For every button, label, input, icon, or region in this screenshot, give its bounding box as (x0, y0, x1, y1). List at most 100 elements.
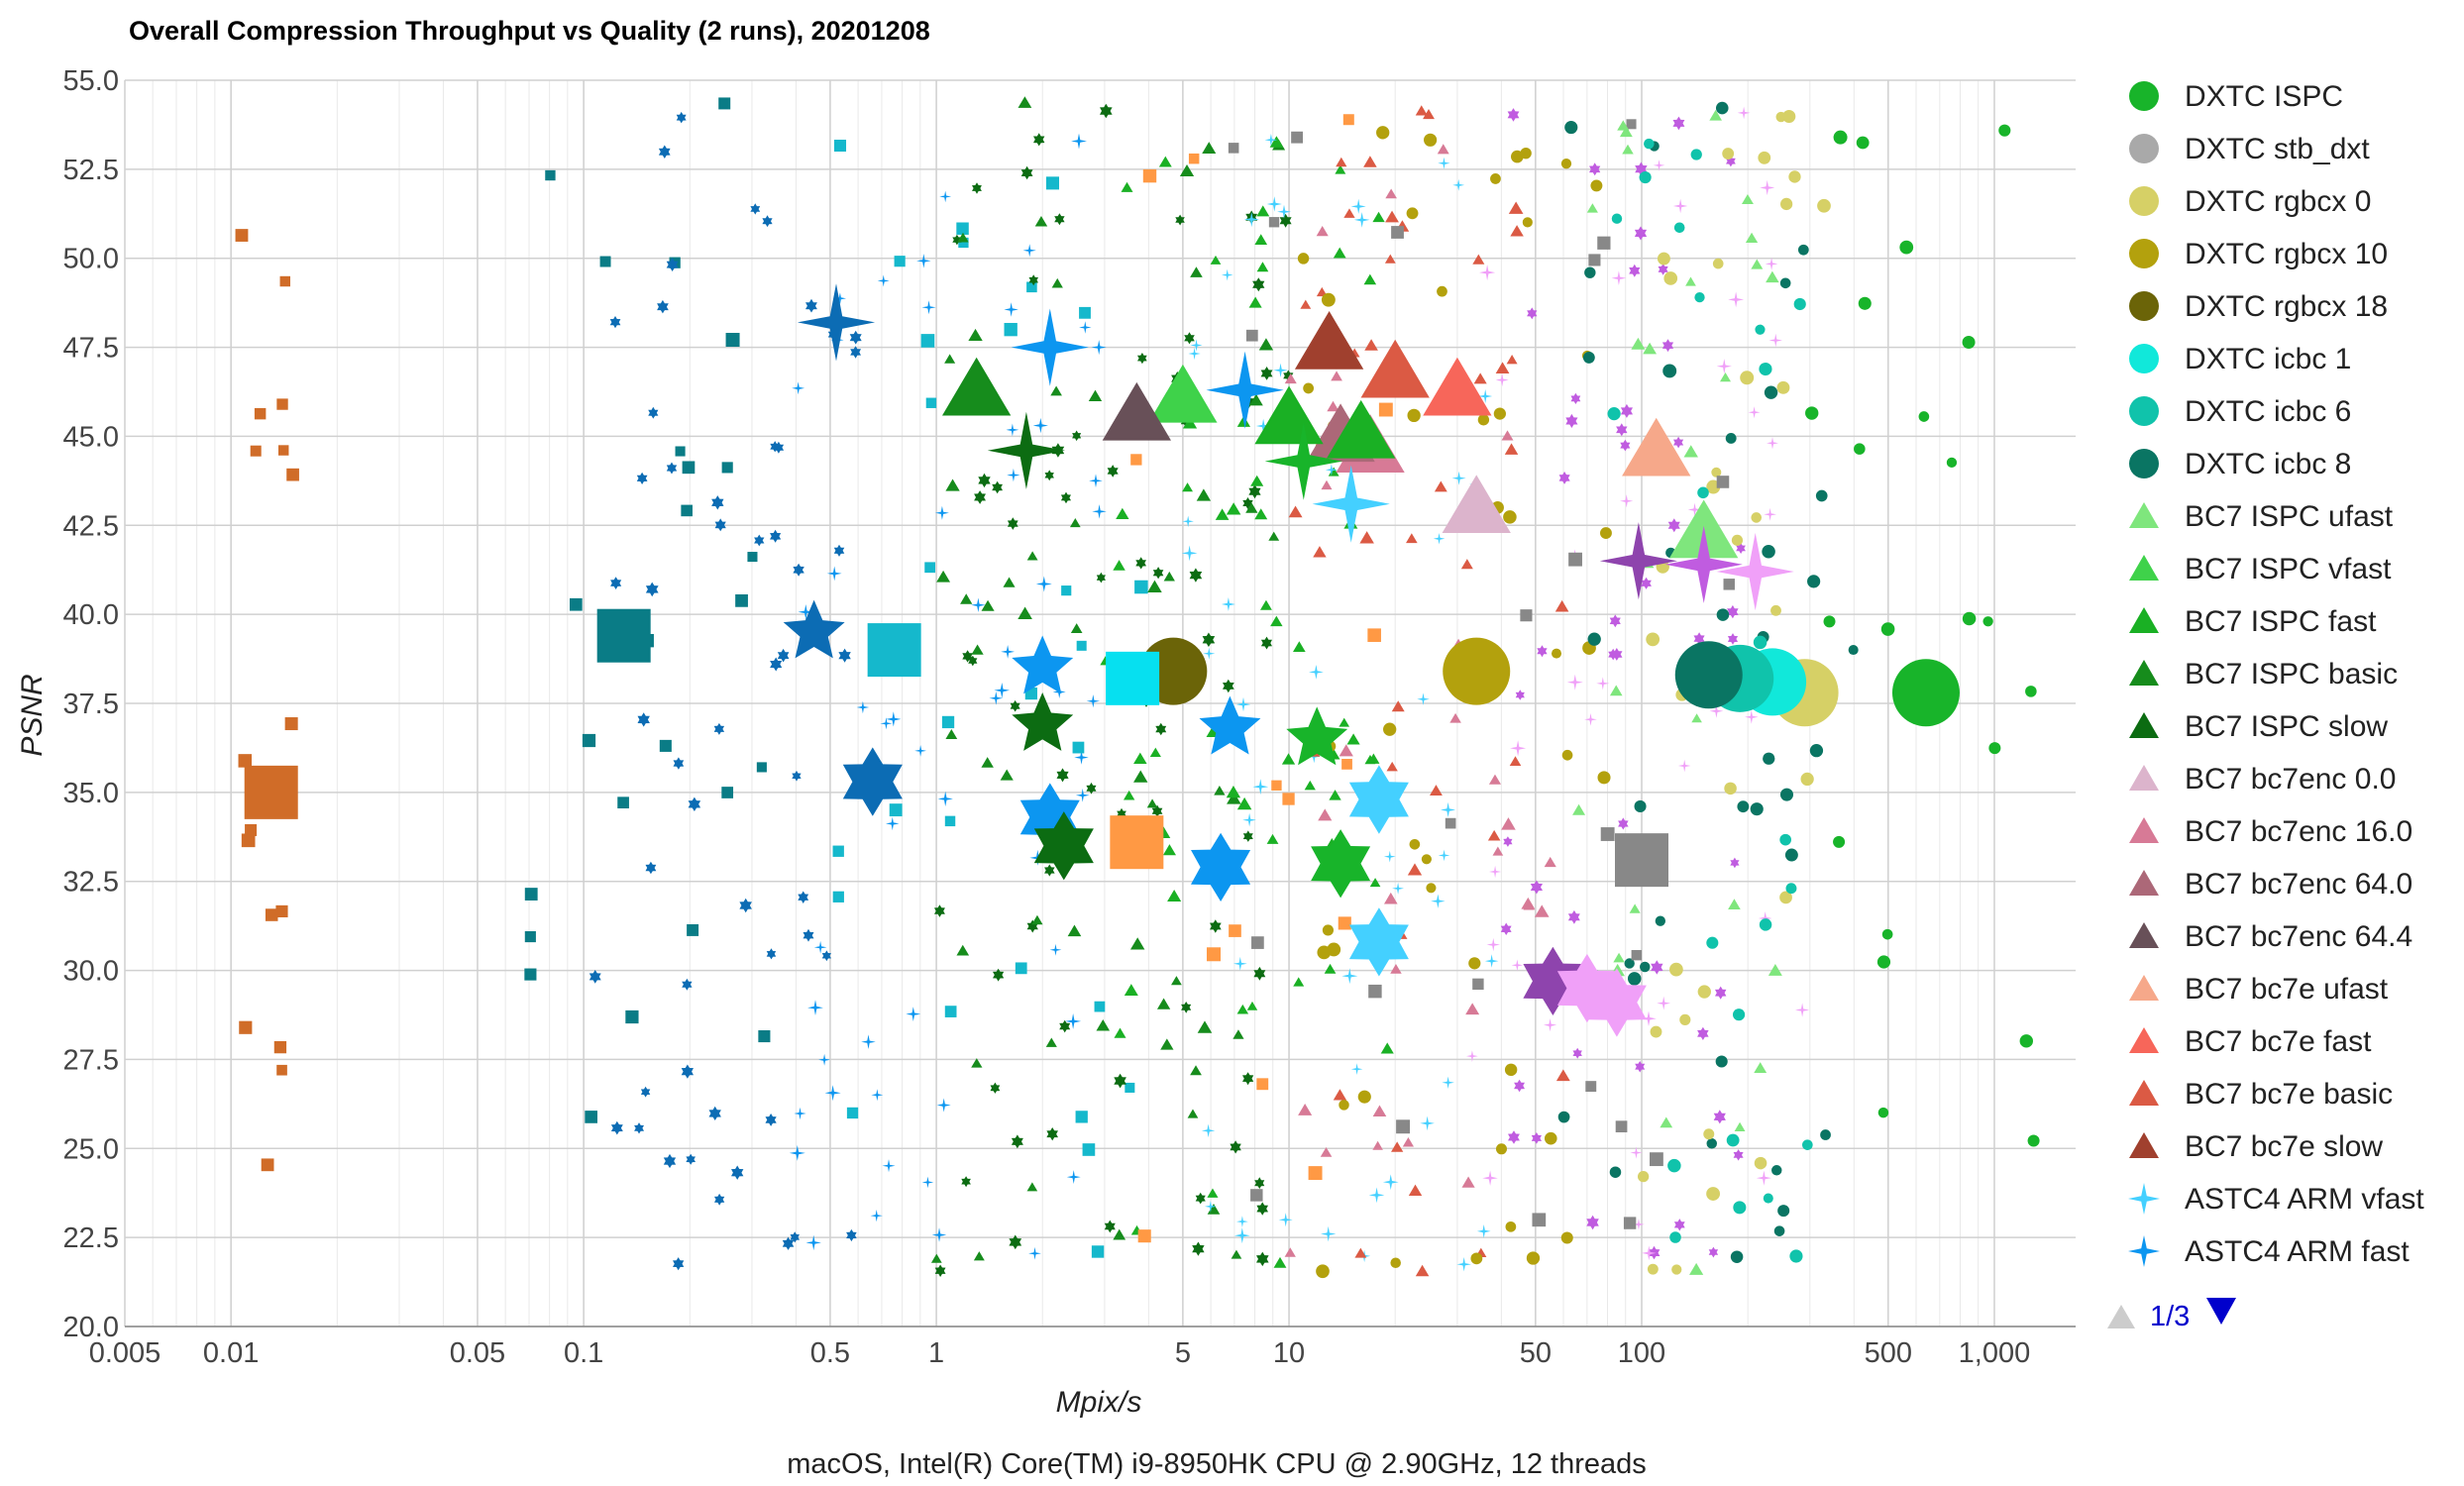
small-point (1346, 733, 1360, 745)
small-point (1640, 961, 1651, 973)
legend-label: BC7 bc7enc 16.0 (2185, 815, 2412, 848)
small-point (766, 948, 777, 960)
legend-item[interactable]: BC7 bc7enc 0.0 (2129, 763, 2396, 796)
small-point (1253, 966, 1266, 981)
small-point (1514, 1079, 1525, 1093)
small-point (1596, 677, 1610, 690)
small-point (1586, 1215, 1599, 1230)
small-point (1135, 557, 1146, 570)
data-point (1311, 829, 1371, 899)
data-point (1674, 641, 1743, 709)
legend-item[interactable]: ASTC4 ARM fast (2128, 1235, 2410, 1268)
data-point (1012, 635, 1074, 694)
small-point (1472, 978, 1484, 991)
small-point (1107, 465, 1119, 478)
small-point (1534, 904, 1550, 917)
legend-item[interactable]: BC7 bc7enc 16.0 (2129, 815, 2412, 848)
small-point (1155, 722, 1167, 736)
small-point (1018, 606, 1032, 619)
small-point (1354, 1247, 1367, 1258)
legend-next-page-button[interactable] (2206, 1298, 2236, 1325)
legend-item[interactable]: BC7 bc7enc 64.0 (2129, 868, 2412, 901)
small-point (645, 582, 659, 597)
small-point (1532, 1213, 1547, 1227)
small-point (1880, 622, 1895, 636)
small-point (1451, 471, 1466, 485)
small-point (250, 445, 262, 457)
small-point (1751, 259, 1764, 269)
legend-item[interactable]: BC7 bc7enc 64.4 (2129, 920, 2412, 953)
legend-label: BC7 ISPC ufast (2185, 500, 2394, 533)
small-point (1727, 633, 1739, 645)
legend-item[interactable]: BC7 ISPC slow (2129, 710, 2388, 743)
small-point (1768, 333, 1782, 348)
small-point (1197, 1020, 1213, 1033)
y-tick-label: 32.5 (63, 867, 119, 899)
small-point (1372, 1140, 1383, 1150)
small-point (1495, 362, 1510, 373)
legend-prev-page-button[interactable] (2107, 1305, 2135, 1328)
small-point (1082, 1143, 1096, 1156)
small-point (1252, 779, 1269, 796)
legend-item[interactable]: DXTC icbc 6 (2129, 395, 2351, 428)
legend-item[interactable]: BC7 ISPC vfast (2129, 553, 2392, 585)
legend-item[interactable]: BC7 ISPC basic (2129, 658, 2398, 690)
legend-label: BC7 bc7enc 64.4 (2185, 920, 2412, 953)
small-point (1661, 339, 1674, 353)
legend-item[interactable]: DXTC ISPC (2129, 80, 2343, 113)
small-point (1235, 696, 1251, 712)
small-point (1313, 546, 1327, 558)
small-point (1672, 198, 1688, 214)
small-point (1006, 423, 1019, 437)
small-point (758, 1029, 771, 1043)
small-point (1730, 857, 1740, 869)
data-point (1286, 706, 1348, 766)
legend-label: DXTC stb_dxt (2185, 133, 2370, 165)
small-point (1657, 996, 1671, 1010)
small-point (921, 1176, 934, 1189)
legend-marker (2129, 712, 2159, 738)
small-point (1278, 1213, 1293, 1227)
small-point (1802, 1139, 1813, 1150)
small-point (1745, 232, 1759, 244)
legend-item[interactable]: DXTC icbc 1 (2129, 343, 2351, 375)
small-point (1507, 108, 1520, 122)
data-point (1716, 532, 1794, 611)
legend-item[interactable]: DXTC rgbcx 18 (2129, 290, 2388, 323)
small-point (941, 715, 955, 729)
small-point (850, 346, 861, 359)
legend-item[interactable]: BC7 bc7e slow (2129, 1130, 2383, 1163)
small-point (1059, 1019, 1071, 1033)
legend-item[interactable]: BC7 bc7e fast (2129, 1025, 2372, 1058)
small-point (1020, 165, 1033, 180)
small-point (658, 145, 671, 159)
small-point (1745, 710, 1759, 724)
legend-item[interactable]: DXTC icbc 8 (2129, 448, 2351, 480)
small-point (944, 815, 956, 827)
small-point (944, 354, 956, 364)
small-point (1522, 217, 1533, 228)
small-point (807, 1000, 823, 1015)
small-point (1615, 1120, 1628, 1133)
small-point (1706, 1138, 1718, 1149)
legend-item[interactable]: BC7 bc7e ufast (2129, 973, 2389, 1006)
small-point (1065, 1013, 1082, 1029)
legend-item[interactable]: BC7 ISPC fast (2129, 605, 2377, 638)
legend-item[interactable]: BC7 bc7e basic (2129, 1078, 2393, 1111)
legend-item[interactable]: ASTC4 ARM vfast (2128, 1183, 2424, 1216)
small-point (935, 505, 949, 520)
small-point (645, 861, 657, 875)
legend-item[interactable]: DXTC rgbcx 10 (2129, 238, 2388, 270)
small-point (273, 1040, 287, 1054)
small-point (1184, 332, 1195, 345)
small-point (1663, 271, 1678, 285)
small-point (1779, 833, 1791, 846)
legend-item[interactable]: BC7 ISPC ufast (2129, 500, 2394, 533)
legend-item[interactable]: DXTC stb_dxt (2129, 133, 2370, 165)
small-point (1733, 1201, 1747, 1215)
legend-item[interactable]: DXTC rgbcx 0 (2129, 185, 2371, 218)
small-point (1284, 372, 1297, 384)
small-point (1207, 1188, 1219, 1198)
small-point (675, 446, 686, 457)
small-point (235, 229, 249, 242)
